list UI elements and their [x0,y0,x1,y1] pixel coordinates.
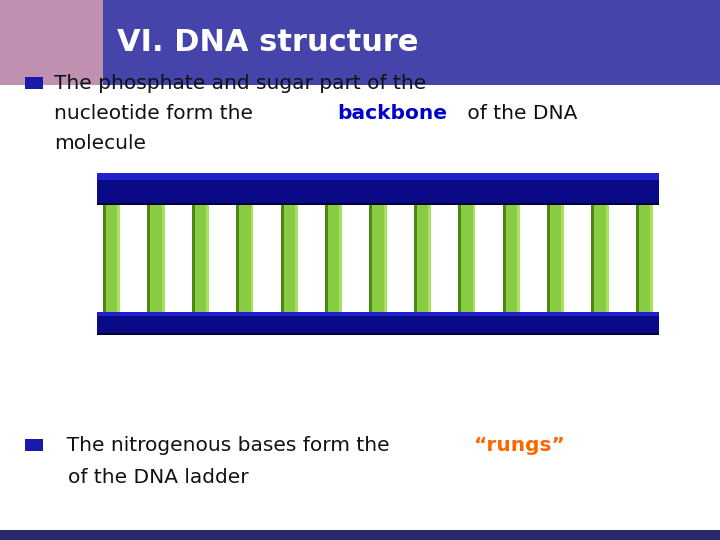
Bar [0,0,720,85]
Bar [25,77,43,89]
Bar [97,202,659,205]
Bar [97,180,659,202]
Bar [97,316,659,333]
Bar [97,312,659,316]
Bar [0,530,720,540]
Bar [97,333,659,335]
Bar [414,194,417,312]
Bar [547,194,550,312]
Bar [117,194,120,312]
Bar [639,194,650,312]
Bar [369,194,372,312]
Bar [148,194,150,312]
Bar [595,194,606,312]
Bar [650,194,653,312]
Bar [458,194,462,312]
Bar [325,194,328,312]
Bar [517,194,520,312]
Bar [636,194,639,312]
Text: of the DNA ladder: of the DNA ladder [68,468,249,488]
Bar [239,194,251,312]
Bar [195,194,206,312]
Text: nucleotide form the: nucleotide form the [54,104,259,123]
Bar [503,194,505,312]
Text: molecule: molecule [54,133,146,153]
Bar [206,194,209,312]
Text: “rungs”: “rungs” [474,436,566,455]
Bar [328,194,339,312]
Text: VI. DNA structure: VI. DNA structure [117,28,419,57]
Bar [251,194,253,312]
Bar [384,194,387,312]
Bar [339,194,342,312]
Text: nucleotide form the: nucleotide form the [0,539,1,540]
Bar [505,194,517,312]
Bar [192,194,195,312]
Bar [0,0,103,85]
Bar [162,194,165,312]
Bar [103,194,106,312]
Text: of the DNA: of the DNA [462,104,577,123]
Text: backbone: backbone [337,104,447,123]
Bar [606,194,608,312]
Bar [550,194,562,312]
Bar [25,439,43,451]
Text: The nitrogenous bases form the: The nitrogenous bases form the [54,436,396,455]
Bar [295,194,298,312]
Bar [462,194,472,312]
Bar [150,194,162,312]
Bar [472,194,475,312]
Bar [284,194,295,312]
Bar [591,194,595,312]
Bar [281,194,284,312]
Bar [428,194,431,312]
Bar [106,194,117,312]
Bar [372,194,384,312]
Bar [236,194,239,312]
Bar [417,194,428,312]
Text: The nitrogenous bases form the: The nitrogenous bases form the [0,539,1,540]
Text: The phosphate and sugar part of the: The phosphate and sugar part of the [54,74,426,93]
Bar [562,194,564,312]
Bar [97,173,659,180]
